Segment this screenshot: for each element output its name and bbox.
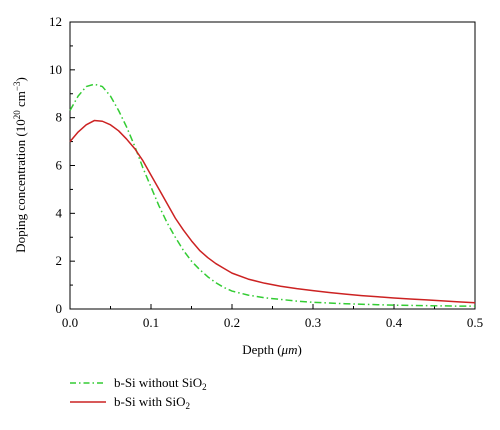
legend: b-Si without SiO2 b-Si with SiO2 <box>70 375 207 411</box>
x-tick-label: 0.3 <box>305 315 321 330</box>
x-tick-label: 0.1 <box>143 315 159 330</box>
legend-label-without-sio2: b-Si without SiO2 <box>114 375 207 392</box>
y-tick-label: 12 <box>49 14 62 29</box>
series-line-without-sio2 <box>69 83 475 307</box>
y-tick-label: 10 <box>49 62 62 77</box>
x-axis-title: Depth (μm) <box>242 342 302 357</box>
legend-label-with-sio2: b-Si with SiO2 <box>114 394 190 411</box>
x-tick-label: 0.2 <box>224 315 240 330</box>
plot-frame <box>69 21 476 310</box>
axis-ticks: 0.0 0.1 0.2 0.3 0.4 0.5 0 2 4 6 8 10 12 <box>49 14 483 330</box>
y-tick-label: 4 <box>56 205 63 220</box>
series-line-with-sio2 <box>69 119 476 304</box>
y-tick-label: 8 <box>56 110 63 125</box>
y-axis-title: Doping concentration (1020 cm−3) <box>12 77 28 253</box>
x-tick-label: 0.0 <box>62 315 78 330</box>
series-lines <box>69 83 476 307</box>
y-tick-label: 2 <box>56 253 63 268</box>
x-tick-label: 0.5 <box>467 315 483 330</box>
y-tick-label: 0 <box>56 301 63 316</box>
x-tick-label: 0.4 <box>386 315 403 330</box>
y-tick-label: 6 <box>56 158 63 173</box>
